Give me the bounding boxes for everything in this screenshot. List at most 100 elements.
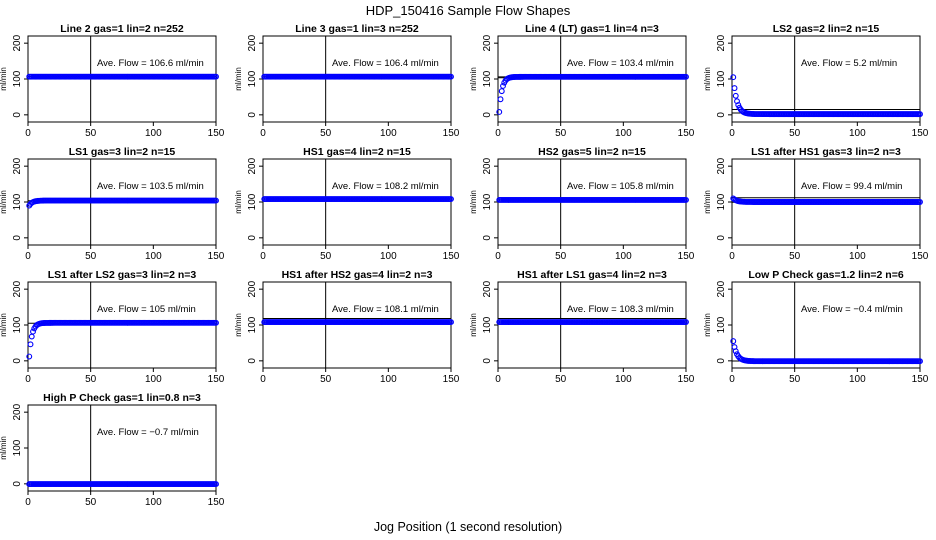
x-tick-label: 100 <box>145 374 162 385</box>
panel-6: HS1 gas=4 lin=2 n=15 0 50 100 150 0 100 200 ml/m… <box>234 146 460 262</box>
data-point <box>917 358 923 365</box>
data-point <box>917 111 923 118</box>
panel-title: HS2 gas=5 lin=2 n=15 <box>538 146 646 158</box>
panel-title: Line 3 gas=1 lin=3 n=252 <box>295 23 419 35</box>
data-point <box>731 85 738 92</box>
x-tick-label: 0 <box>260 251 266 262</box>
data-point <box>28 333 35 340</box>
panel-title: HS1 after HS2 gas=4 lin=2 n=3 <box>282 269 433 281</box>
y-tick-label: 0 <box>12 235 23 241</box>
x-tick-label: 50 <box>85 128 97 139</box>
panels: Line 2 gas=1 lin=2 n=252 0 50 100 150 0 100 200… <box>0 23 929 508</box>
data-point <box>683 196 689 203</box>
y-tick-label: 200 <box>247 34 258 51</box>
ave-flow-annotation: Ave. Flow = 108.1 ml/min <box>332 304 439 315</box>
ave-flow-annotation: Ave. Flow = −0.7 ml/min <box>97 427 199 438</box>
plot-frame <box>731 281 921 369</box>
x-tick-label: 100 <box>849 251 866 262</box>
y-tick-label: 200 <box>482 280 493 297</box>
y-tick-label: 200 <box>12 157 23 174</box>
panel-7: HS2 gas=5 lin=2 n=15 0 50 100 150 0 100 200 ml/m… <box>469 146 695 262</box>
y-tick-label: 0 <box>247 112 258 118</box>
x-tick-label: 100 <box>380 128 397 139</box>
data-point <box>448 196 454 203</box>
y-tick-label: 0 <box>12 358 23 364</box>
panel-2: Line 3 gas=1 lin=3 n=252 0 50 100 150 0 100 200… <box>234 23 460 139</box>
x-tick-label: 150 <box>678 128 695 139</box>
panel-5: LS1 gas=3 lin=2 n=15 0 50 100 150 0 100 200 ml/m… <box>0 146 225 262</box>
x-tick-label: 50 <box>85 374 97 385</box>
data-point <box>732 348 739 355</box>
x-tick-label: 150 <box>912 374 929 385</box>
panel-11: HS1 after LS1 gas=4 lin=2 n=3 0 50 100 150 0 1… <box>469 269 695 385</box>
y-axis-label: ml/min <box>0 190 8 214</box>
panel-title: LS1 after HS1 gas=3 lin=2 n=3 <box>751 146 901 158</box>
y-tick-label: 100 <box>716 316 727 333</box>
panel-title: HS1 after LS1 gas=4 lin=2 n=3 <box>517 269 667 281</box>
y-tick-label: 0 <box>482 235 493 241</box>
x-tick-label: 0 <box>729 251 735 262</box>
x-tick-label: 150 <box>912 128 929 139</box>
y-axis-label: ml/min <box>703 67 712 91</box>
x-tick-label: 100 <box>145 128 162 139</box>
y-axis-label: ml/min <box>703 313 712 337</box>
data-point <box>496 109 503 115</box>
x-tick-label: 0 <box>729 128 735 139</box>
y-tick-label: 0 <box>247 235 258 241</box>
y-tick-label: 0 <box>247 358 258 364</box>
data-point <box>917 199 923 205</box>
ave-flow-annotation: Ave. Flow = 103.4 ml/min <box>567 58 674 69</box>
y-tick-label: 0 <box>12 481 23 487</box>
x-tick-label: 150 <box>208 128 225 139</box>
panel-1: Line 2 gas=1 lin=2 n=252 0 50 100 150 0 100 200… <box>0 23 225 139</box>
x-tick-label: 100 <box>849 128 866 139</box>
x-tick-label: 150 <box>208 374 225 385</box>
x-tick-label: 100 <box>145 251 162 262</box>
data-point <box>683 319 689 325</box>
x-tick-label: 100 <box>380 251 397 262</box>
x-tick-label: 100 <box>849 374 866 385</box>
y-tick-label: 100 <box>716 193 727 210</box>
x-tick-label: 50 <box>320 374 332 385</box>
plot-frame <box>497 281 687 369</box>
data-point <box>27 341 34 348</box>
x-tick-label: 50 <box>555 374 567 385</box>
panel-title: LS1 after LS2 gas=3 lin=2 n=3 <box>48 269 197 281</box>
ave-flow-annotation: Ave. Flow = 106.6 ml/min <box>97 58 204 69</box>
data-point <box>213 319 219 326</box>
panel-title: Line 2 gas=1 lin=2 n=252 <box>60 23 184 35</box>
y-tick-label: 0 <box>716 112 727 118</box>
data-point <box>734 98 740 105</box>
x-tick-label: 50 <box>85 251 97 262</box>
y-tick-label: 0 <box>716 358 727 364</box>
x-tick-label: 50 <box>555 128 567 139</box>
y-tick-label: 200 <box>247 280 258 297</box>
y-axis-label: ml/min <box>234 313 243 337</box>
ave-flow-annotation: Ave. Flow = 106.4 ml/min <box>332 58 439 69</box>
x-tick-label: 100 <box>145 497 162 508</box>
y-tick-label: 100 <box>482 316 493 333</box>
x-tick-label: 150 <box>208 497 225 508</box>
x-tick-label: 100 <box>615 251 632 262</box>
y-tick-label: 100 <box>247 316 258 333</box>
panel-title: LS2 gas=2 lin=2 n=15 <box>773 23 880 35</box>
x-tick-label: 100 <box>615 128 632 139</box>
y-tick-label: 100 <box>12 193 23 210</box>
x-tick-label: 50 <box>789 128 801 139</box>
x-tick-label: 50 <box>789 251 801 262</box>
x-tick-label: 0 <box>260 374 266 385</box>
y-axis-label: ml/min <box>469 313 478 337</box>
ave-flow-annotation: Ave. Flow = −0.4 ml/min <box>801 304 903 315</box>
y-tick-label: 0 <box>12 112 23 118</box>
panel-title: Line 4 (LT) gas=1 lin=4 n=3 <box>525 23 659 35</box>
x-tick-label: 100 <box>380 374 397 385</box>
x-tick-label: 50 <box>320 128 332 139</box>
y-axis-label: ml/min <box>0 67 8 91</box>
x-tick-label: 0 <box>495 374 501 385</box>
x-tick-label: 150 <box>678 251 695 262</box>
panel-12: Low P Check gas=1.2 lin=2 n=6 0 50 100 150 0 1… <box>703 269 929 385</box>
figure-title: HDP_150416 Sample Flow Shapes <box>366 3 571 18</box>
y-tick-label: 100 <box>482 193 493 210</box>
x-tick-label: 150 <box>443 374 460 385</box>
